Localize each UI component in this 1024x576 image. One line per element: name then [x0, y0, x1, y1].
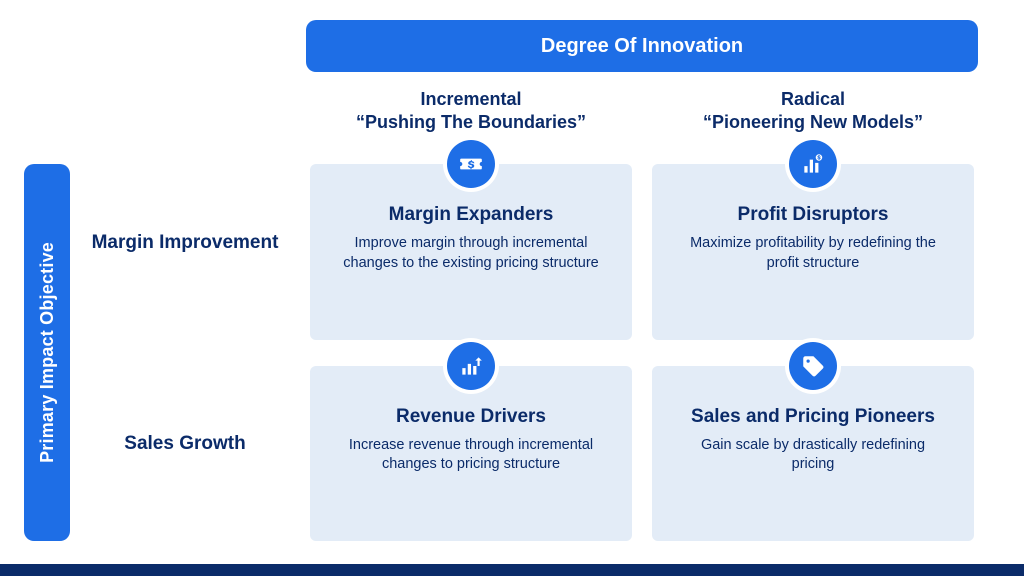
column-header-radical: Radical “Pioneering New Models” [642, 72, 984, 142]
cell-title: Revenue Drivers [396, 406, 546, 428]
row-axis-title-banner: Primary Impact Objective [24, 164, 70, 541]
row-label-margin-improvement: Margin Improvement [70, 142, 300, 344]
column-header-line2: “Pushing The Boundaries” [356, 111, 586, 134]
column-header-line2: “Pioneering New Models” [703, 111, 923, 134]
column-header-line1: Incremental [420, 88, 521, 111]
cell-title: Profit Disruptors [738, 204, 889, 226]
ticket-dollar-icon [447, 140, 495, 188]
row-axis-title: Primary Impact Objective [37, 242, 58, 463]
price-tag-icon [789, 342, 837, 390]
cell-desc: Gain scale by drastically redefining pri… [683, 436, 943, 475]
dollar-bars-icon [789, 140, 837, 188]
cell-desc: Improve margin through incremental chang… [341, 234, 601, 273]
cell-box: Profit Disruptors Maximize profitability… [652, 164, 974, 340]
column-header-incremental: Incremental “Pushing The Boundaries” [300, 72, 642, 142]
matrix-cell-revenue-drivers: Revenue Drivers Increase revenue through… [310, 366, 632, 542]
matrix-cell-sales-pricing-pioneers: Sales and Pricing Pioneers Gain scale by… [652, 366, 974, 542]
cell-desc: Increase revenue through incremental cha… [341, 436, 601, 475]
matrix-cell-margin-expanders: Margin Expanders Improve margin through … [310, 164, 632, 340]
cell-box: Sales and Pricing Pioneers Gain scale by… [652, 366, 974, 542]
cell-title: Sales and Pricing Pioneers [691, 406, 935, 428]
cell-box: Margin Expanders Improve margin through … [310, 164, 632, 340]
matrix-cell-profit-disruptors: Profit Disruptors Maximize profitability… [652, 164, 974, 340]
cell-title: Margin Expanders [389, 204, 554, 226]
column-axis-title: Degree Of Innovation [541, 35, 743, 58]
matrix-container: Degree Of Innovation Incremental “Pushin… [0, 0, 1000, 545]
column-axis-title-banner: Degree Of Innovation [306, 20, 978, 72]
cell-box: Revenue Drivers Increase revenue through… [310, 366, 632, 542]
column-header-line1: Radical [781, 88, 845, 111]
cell-desc: Maximize profitability by redefining the… [683, 234, 943, 273]
footer-bar [0, 564, 1024, 576]
row-label-sales-growth: Sales Growth [70, 344, 300, 546]
bars-up-arrow-icon [447, 342, 495, 390]
